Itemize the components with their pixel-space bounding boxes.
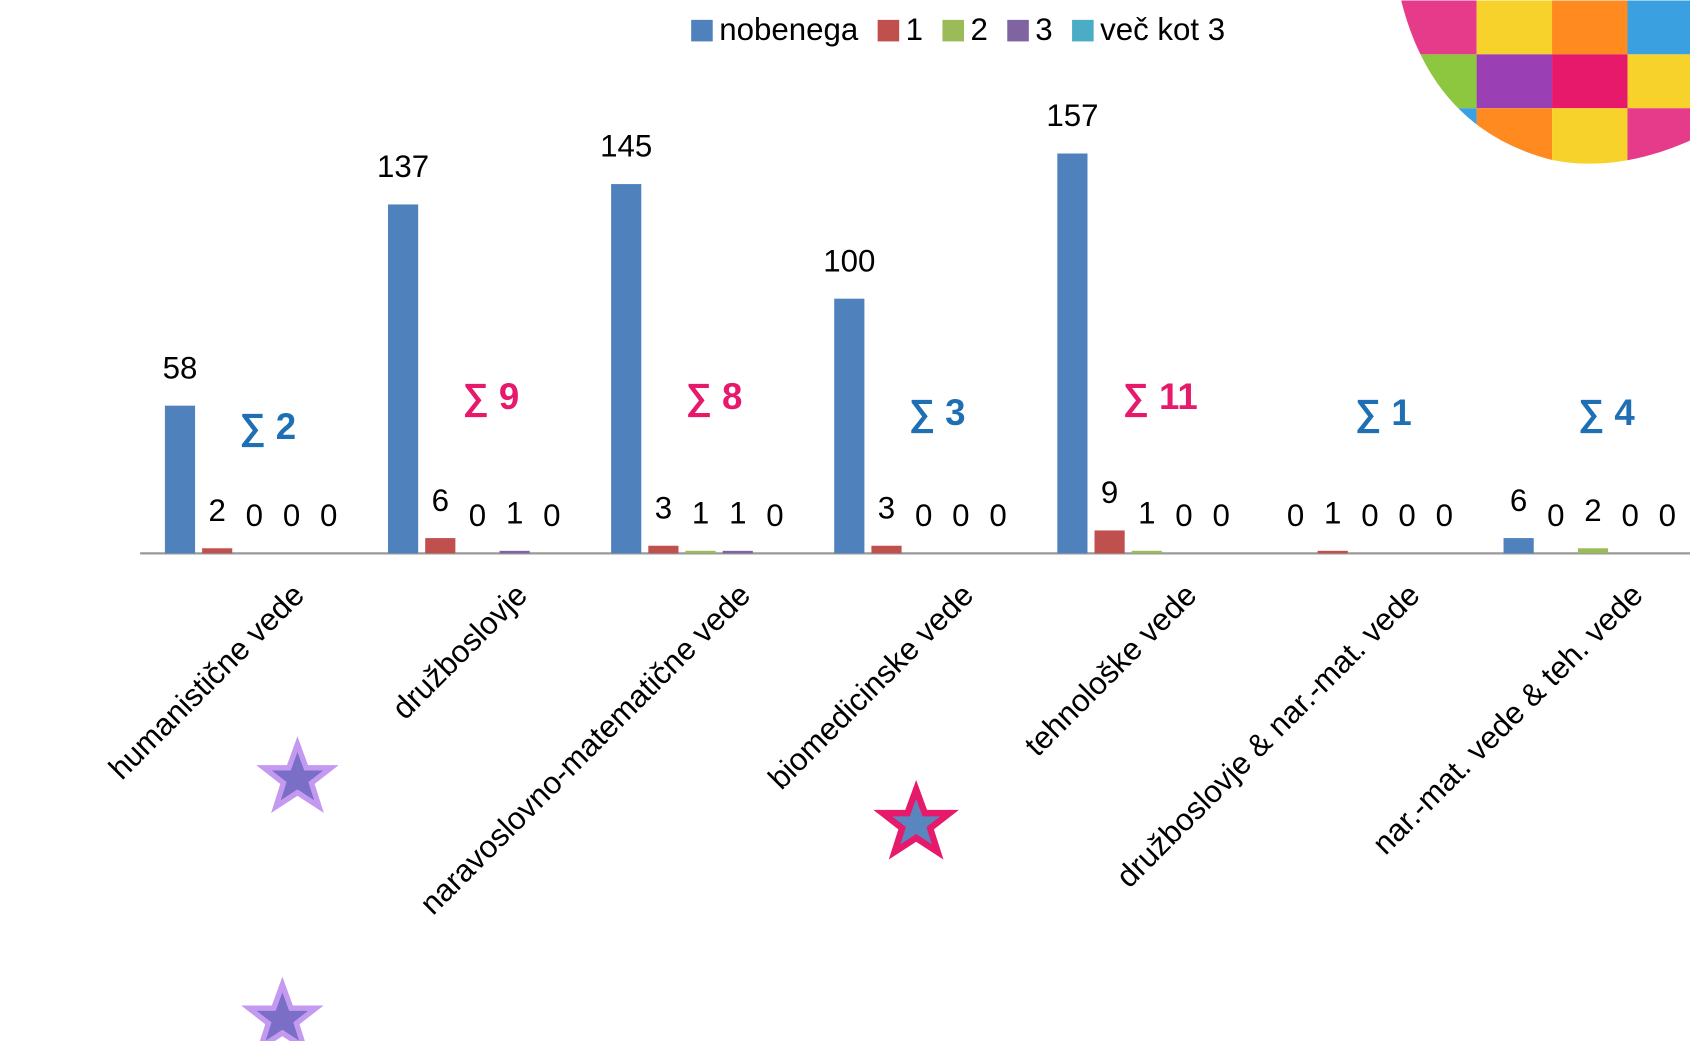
data-label: 0 (1287, 498, 1304, 533)
data-label: 2 (1584, 493, 1601, 528)
star-markers (241, 736, 959, 1041)
bar (388, 204, 419, 554)
x-tick-label: tehnološke vede (1018, 577, 1204, 763)
legend-swatch (1072, 19, 1094, 42)
data-label: 1 (1138, 496, 1155, 531)
bar (202, 548, 233, 554)
sum-annotation: ∑ 11 (1123, 376, 1198, 418)
bar (164, 405, 196, 554)
data-label: 3 (655, 490, 672, 525)
legend-label: več kot 3 (1100, 12, 1225, 47)
data-label: 2 (208, 493, 225, 528)
bar (1317, 550, 1348, 554)
data-label: 0 (1621, 498, 1638, 533)
legend-label: nobenega (719, 12, 859, 47)
bar (1577, 548, 1609, 554)
data-label: 0 (989, 498, 1006, 533)
data-label: 1 (729, 496, 746, 531)
bar (834, 298, 865, 554)
sum-annotation: ∑ 9 (463, 376, 520, 418)
bar (1503, 538, 1534, 554)
data-label: 100 (823, 243, 875, 278)
bar (1057, 153, 1088, 554)
bar (648, 545, 679, 554)
bar (722, 550, 753, 554)
data-label: 0 (1547, 498, 1564, 533)
data-label: 0 (1398, 498, 1415, 533)
sum-annotation: ∑ 2 (240, 406, 297, 448)
data-label: 157 (1046, 98, 1098, 133)
bar (871, 545, 902, 554)
data-label: 0 (1659, 498, 1676, 533)
data-label: 0 (952, 498, 969, 533)
legend-swatch (691, 19, 713, 42)
legend-label: 2 (970, 12, 987, 47)
legend-swatch (942, 19, 965, 42)
legend-swatch (877, 19, 900, 42)
data-label: 0 (1361, 498, 1378, 533)
bar (1131, 550, 1162, 554)
data-label: 145 (600, 129, 652, 164)
legend-swatch (1007, 19, 1029, 42)
data-label: 0 (283, 498, 300, 533)
x-tick-label: humanistične vede (102, 577, 311, 786)
data-label: 58 (163, 350, 198, 385)
data-label: 0 (469, 498, 486, 533)
legend-label: 1 (906, 12, 923, 47)
data-label: 3 (878, 490, 895, 525)
data-label: 6 (432, 483, 449, 518)
data-label: 0 (543, 498, 560, 533)
data-label: 0 (246, 498, 263, 533)
star (873, 779, 959, 860)
data-label: 0 (1175, 498, 1192, 533)
sum-annotation: ∑ 8 (686, 376, 743, 418)
apple-decoration (1401, 0, 1690, 164)
bar (499, 550, 530, 554)
sum-annotation: ∑ 4 (1578, 392, 1635, 434)
sum-annotation: ∑ 1 (1355, 392, 1412, 434)
data-label: 0 (1212, 498, 1229, 533)
data-label: 0 (1436, 498, 1453, 533)
bar (425, 538, 456, 554)
data-label: 1 (692, 496, 709, 531)
sum-annotation: ∑ 3 (909, 392, 966, 434)
bar (611, 184, 642, 554)
x-tick-label: biomedicinske vede (761, 577, 980, 796)
star (256, 736, 339, 814)
star (241, 976, 324, 1041)
x-tick-label: družboslovje (385, 577, 534, 726)
data-label: 9 (1101, 475, 1118, 510)
legend-label: 3 (1035, 12, 1052, 47)
data-label: 0 (766, 498, 783, 533)
data-label: 1 (506, 496, 523, 531)
data-label: 0 (320, 498, 337, 533)
bar (1094, 530, 1125, 554)
data-label: 6 (1510, 483, 1527, 518)
bar (685, 550, 716, 554)
data-label: 137 (377, 149, 429, 184)
data-label: 1 (1324, 496, 1341, 531)
data-label: 0 (915, 498, 932, 533)
